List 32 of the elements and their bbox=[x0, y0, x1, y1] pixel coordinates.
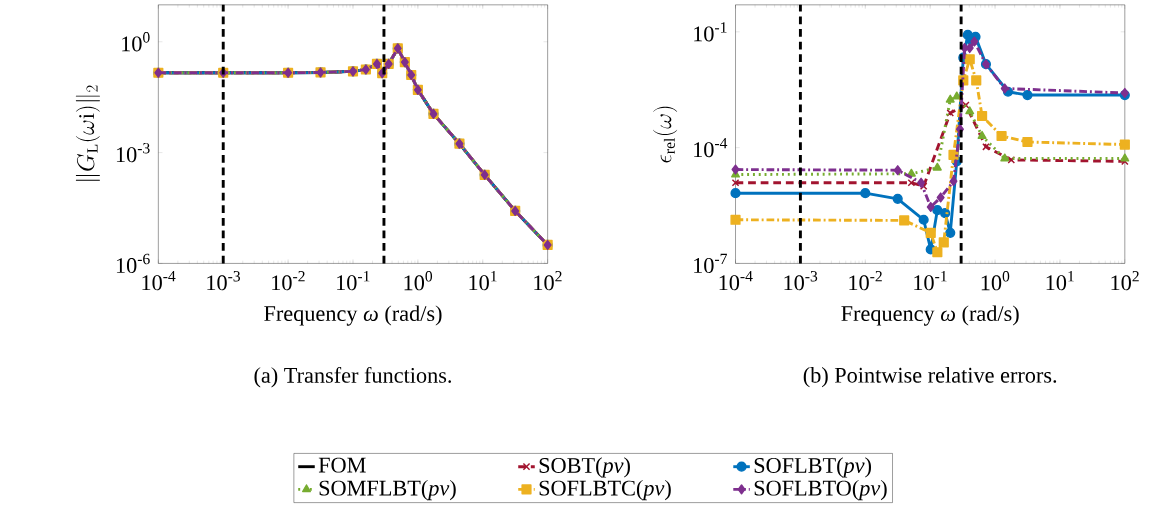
x-tick-label: 10$^{-4}$ bbox=[719, 271, 753, 291]
x-tick-label: 10$^{1}$ bbox=[469, 271, 497, 291]
y-tick-label: 10$^{-3}$ bbox=[116, 142, 150, 163]
x-tick-label: 10$^{1}$ bbox=[1046, 271, 1074, 291]
legend-label: SOFLBTO(pv) bbox=[754, 479, 887, 501]
x-tick-label: 10$^{-4}$ bbox=[142, 271, 176, 291]
legend-label: SOMFLBT(pv) bbox=[319, 479, 456, 501]
x-tick-label: 10$^{0}$ bbox=[981, 271, 1010, 291]
x-tick-label: 10$^{-2}$ bbox=[849, 271, 882, 291]
x-tick-label: 10$^{0}$ bbox=[404, 271, 433, 291]
x-tick-label: 10$^{-3}$ bbox=[784, 271, 818, 291]
text: (b) Pointwise relative errors. bbox=[803, 367, 1057, 388]
x-tick-label: 10$^{-1}$ bbox=[914, 271, 947, 291]
x-axis-title: Frequency ω (rad/s) bbox=[264, 305, 442, 326]
y-axis-title: $\|G_{\mathrm{L}}(\omega\mathrm{i})\|_2$ bbox=[75, 85, 100, 181]
x-tick-label: 10$^{-1}$ bbox=[337, 271, 370, 291]
y-tick-label: 10$^{0}$ bbox=[122, 32, 150, 52]
text: (a) Transfer functions. bbox=[254, 366, 452, 388]
x-axis-title: Frequency ω (rad/s) bbox=[841, 305, 1019, 326]
y-tick-label: 10$^{-7}$ bbox=[694, 253, 727, 274]
x-tick-label: 10$^{-3}$ bbox=[207, 271, 240, 291]
y-tick-label: 10$^{-6}$ bbox=[116, 253, 150, 274]
y-tick-label: 10$^{-1}$ bbox=[694, 22, 727, 42]
x-tick-label: 10$^{-2}$ bbox=[272, 271, 305, 291]
legend-label: FOM bbox=[318, 457, 366, 473]
x-tick-label: 10$^{2}$ bbox=[534, 271, 562, 291]
legend-label: SOFLBTC(pv) bbox=[539, 479, 671, 501]
legend-label: SOFLBT(pv) bbox=[754, 457, 872, 478]
y-tick-label: 10$^{-4}$ bbox=[694, 138, 728, 158]
x-tick-label: 10$^{2}$ bbox=[1111, 271, 1139, 291]
y-axis-title: $\epsilon_{\mathrm{rel}}(\omega)$ bbox=[653, 106, 678, 163]
legend-label: SOBT(pv) bbox=[539, 457, 630, 478]
